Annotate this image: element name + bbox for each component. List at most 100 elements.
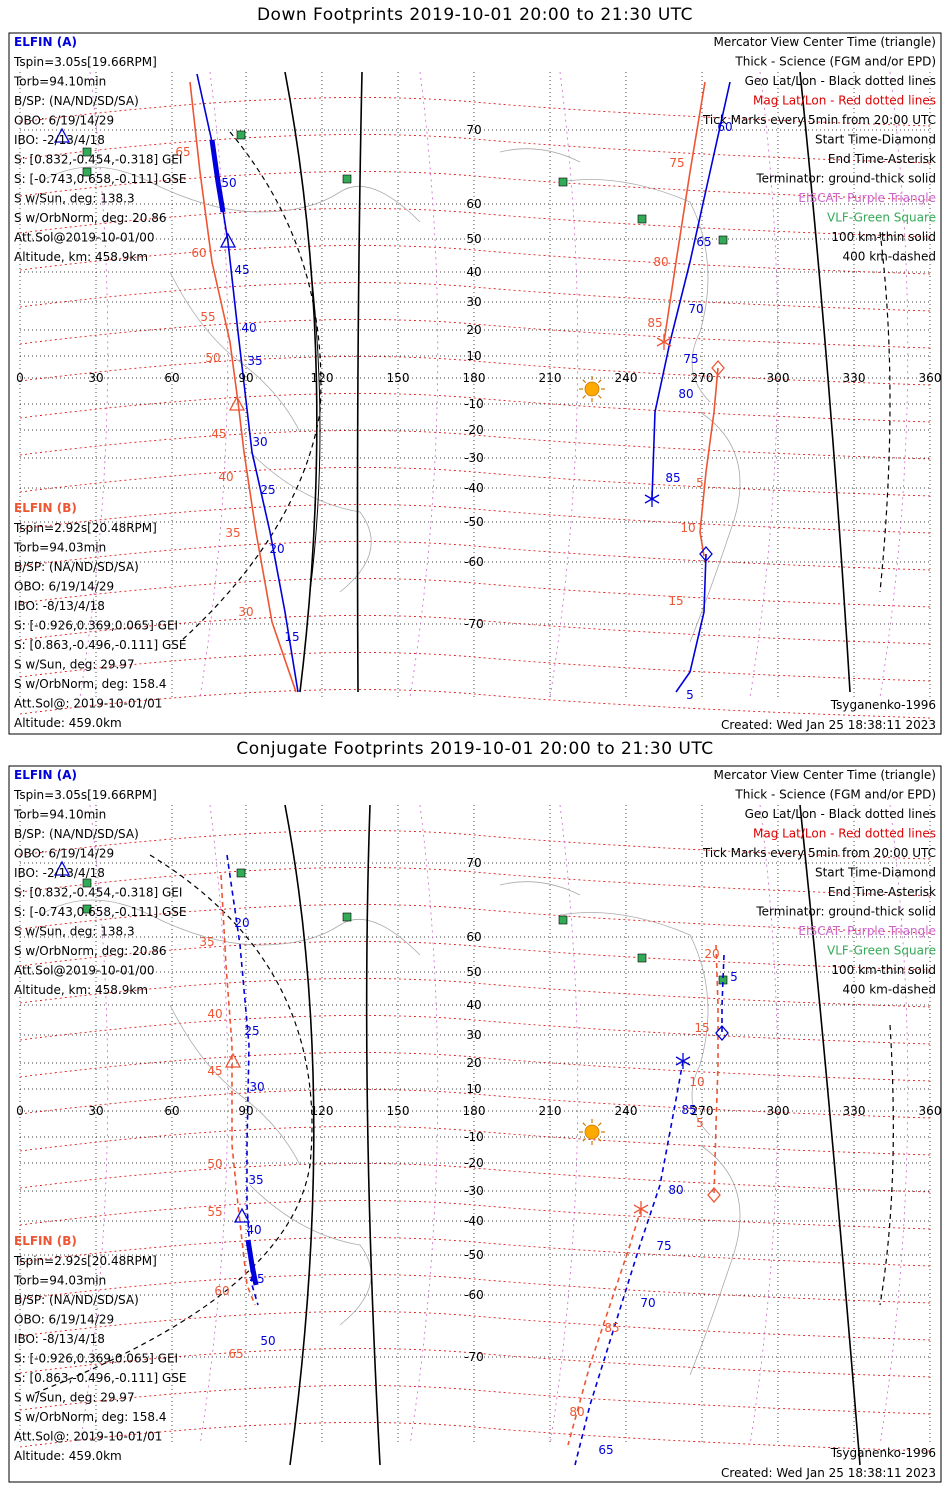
- track-time-tick-label: 10: [680, 521, 695, 535]
- created-label: Created: Wed Jan 25 18:38:11 2023: [721, 1466, 936, 1480]
- map-panel-conjugate: 0 30 60 90 120 150 180 210 240 270 300 330 360 70 60 50…: [8, 765, 942, 1483]
- model-label: Tsyganenko-1996: [830, 1446, 936, 1460]
- track-time-tick-label: 5: [696, 476, 704, 490]
- track-time-tick-label: 40: [218, 470, 233, 484]
- elfin-b-param: Att.Sol@: 2019-10-01/01: [14, 697, 162, 711]
- legend-entry: 400 km-dashed: [842, 983, 936, 997]
- end-time-asterisk: [644, 491, 660, 507]
- track-time-tick-label: 85: [681, 1103, 696, 1117]
- elfin-b-param: Att.Sol@: 2019-10-01/01: [14, 1430, 162, 1444]
- sun-ray: [582, 1137, 587, 1142]
- center-time-triangle: [224, 1052, 242, 1068]
- sun-icon: [579, 1119, 605, 1145]
- terminator-line: [284, 71, 318, 693]
- track-time-tick-label: 15: [284, 630, 299, 644]
- lat-tick-label: 60: [466, 197, 481, 211]
- terminator-400km: [879, 1024, 894, 1306]
- track-time-tick-label: 35: [247, 354, 262, 368]
- mag-grid: [19, 804, 931, 1452]
- track-time-tick-label: 45: [249, 1272, 264, 1286]
- lon-tick-label: 360: [919, 1104, 942, 1118]
- elfin-b-param: S: [0.863,-0.496,-0.111] GSE: [14, 1371, 187, 1385]
- elfin-track-a: [226, 854, 259, 1306]
- mag-longitude-line: [879, 804, 909, 1446]
- center-time-triangle: [233, 1207, 251, 1223]
- coastline: [689, 411, 741, 643]
- lon-tick-label: 210: [539, 371, 562, 385]
- legend-entry: Start Time-Diamond: [815, 133, 936, 147]
- elfin-a-param: S: [0.832,-0.454,-0.318] GEI: [14, 886, 182, 900]
- elfin-track-a: [651, 81, 731, 500]
- elfin-a-param: IBO: -2/13/4/18: [14, 133, 105, 147]
- lat-tick-label: 50: [466, 965, 481, 979]
- terminator-400km: [879, 231, 891, 593]
- mag-latitude-line: [19, 134, 931, 164]
- track-time-tick-label: 80: [668, 1183, 683, 1197]
- mag-latitude-line: [19, 467, 931, 497]
- legend-entry: VLF-Green Square: [827, 211, 936, 225]
- lat-tick-label: 10: [466, 349, 481, 363]
- mag-latitude-line: [19, 1385, 931, 1415]
- sun-ray: [597, 379, 602, 384]
- mag-latitude-line: [19, 1348, 931, 1378]
- elfin-a-param: Torb=94.10min: [13, 808, 106, 822]
- coastline: [169, 271, 301, 433]
- coastline: [39, 166, 421, 223]
- mag-latitude-line: [19, 1311, 931, 1341]
- vlf-station-square: [637, 214, 647, 224]
- mag-latitude-line: [19, 615, 931, 645]
- mag-latitude-line: [19, 541, 931, 571]
- center-time-triangle: [219, 232, 237, 248]
- track-time-tick-label: 45: [211, 427, 226, 441]
- terminator-line: [284, 804, 315, 1466]
- mag-longitude-line: [79, 804, 109, 1446]
- legend-entry: Mag Lat/Lon - Red dotted lines: [753, 94, 936, 108]
- start-time-diamond: [715, 1025, 729, 1041]
- lon-tick-label: 0: [16, 1104, 24, 1118]
- elfin-a-param: OBO: 6/19/14/29: [14, 114, 114, 128]
- vlf-station-square: [82, 904, 92, 914]
- track-time-tick-label: 20: [269, 542, 284, 556]
- track-time-tick-label: 5: [696, 1116, 704, 1130]
- mag-latitude-line: [19, 319, 931, 349]
- mag-latitude-line: [19, 393, 931, 423]
- lon-tick-label: 330: [843, 1104, 866, 1118]
- lat-tick-label: 20: [466, 323, 481, 337]
- track-time-tick-label: 85: [604, 1321, 619, 1335]
- lat-tick-label: 30: [466, 1028, 481, 1042]
- vlf-station-square: [342, 912, 352, 922]
- vlf-station-square: [342, 174, 352, 184]
- track-time-tick-label: 20: [704, 947, 719, 961]
- legend-entry: Mercator View Center Time (triangle): [714, 35, 936, 49]
- track-time-tick-label: 80: [653, 255, 668, 269]
- vlf-station-square: [558, 177, 568, 187]
- vlf-station-square: [82, 167, 92, 177]
- asterisk-stroke: [675, 1056, 691, 1066]
- model-label: Tsyganenko-1996: [830, 698, 936, 712]
- elfin-a-param: Tspin=3.05s[19.66RPM]: [13, 788, 157, 802]
- terminator-400km: [179, 131, 322, 643]
- map-panel-down: 0 30 60 90 120 150 180 210 240 270 300 330 360 70 60 50…: [8, 32, 942, 735]
- lat-tick-label: -20: [464, 1156, 484, 1170]
- elfin-a-info: ELFIN (A) Tspin=3.05s[19.66RPM] Torb=94.10…: [13, 35, 187, 264]
- track-time-tick-label: 20: [234, 916, 249, 930]
- lon-tick-label: 270: [691, 1104, 714, 1118]
- track-time-tick-label: 5: [730, 970, 738, 984]
- sun-ray: [582, 394, 587, 399]
- coastline: [39, 899, 421, 956]
- lon-tick-label: 30: [88, 371, 103, 385]
- lon-tick-label: 30: [88, 1104, 103, 1118]
- elfin-track-a: [574, 1060, 684, 1466]
- track-time-tick-label: 10: [689, 1075, 704, 1089]
- lon-tick-label: 60: [164, 1104, 179, 1118]
- legend-entry: Geo Lat/Lon - Black dotted lines: [745, 74, 936, 88]
- legend-entry: Mag Lat/Lon - Red dotted lines: [753, 827, 936, 841]
- elfin-b-param: S w/OrbNorm, deg: 158.4: [14, 1410, 166, 1424]
- sun-disc: [584, 1124, 600, 1140]
- lon-tick-label: 180: [463, 1104, 486, 1118]
- lat-tick-label: -30: [464, 1184, 484, 1198]
- track-time-tick-label: 30: [249, 1080, 264, 1094]
- lon-tick-label: 180: [463, 371, 486, 385]
- mag-longitude-line: [409, 804, 439, 1446]
- elfin-a-name: ELFIN (A): [14, 768, 77, 782]
